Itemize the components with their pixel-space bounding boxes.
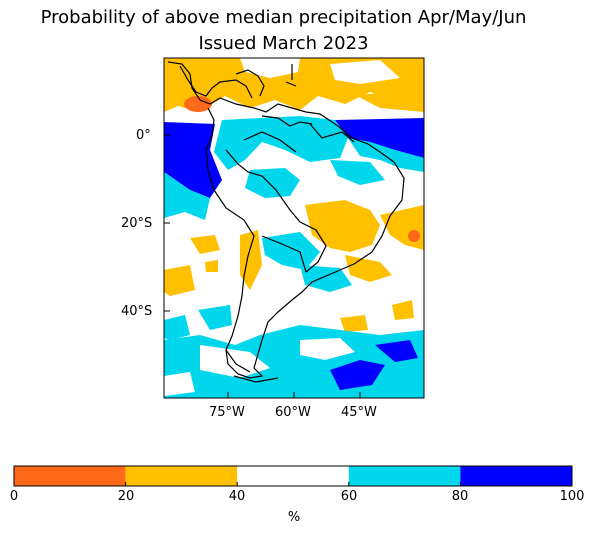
lat-label-0: 0° — [136, 128, 151, 143]
map-subtitle: Issued March 2023 — [198, 33, 369, 54]
colorbar-tick-40: 40 — [228, 489, 246, 504]
colorbar-tick-100: 100 — [559, 489, 585, 504]
lat-label-40s: 40°S — [121, 304, 153, 319]
lon-label-45w: 45°W — [341, 405, 377, 420]
map-title: Probability of above median precipitatio… — [40, 7, 527, 28]
colorbar-bin-4 — [460, 466, 572, 486]
colorbar — [14, 466, 572, 486]
colorbar-tick-20: 20 — [117, 489, 135, 504]
colorbar-tick-0: 0 — [9, 489, 19, 504]
colorbar-bin-0 — [14, 466, 126, 486]
axis-ticks — [164, 134, 361, 398]
colorbar-tick-80: 80 — [451, 489, 469, 504]
lon-label-75w: 75°W — [209, 405, 245, 420]
lon-label-60w: 60°W — [275, 405, 311, 420]
colorbar-frame — [13, 465, 573, 487]
colorbar-bin-1 — [125, 466, 238, 486]
colorbar-tick-60: 60 — [340, 489, 358, 504]
colorbar-bin-3 — [348, 466, 461, 486]
coastline-overlay — [167, 61, 405, 383]
colorbar-unit: % — [287, 510, 301, 525]
lat-label-20s: 20°S — [121, 216, 153, 231]
colorbar-bin-2 — [237, 466, 349, 486]
